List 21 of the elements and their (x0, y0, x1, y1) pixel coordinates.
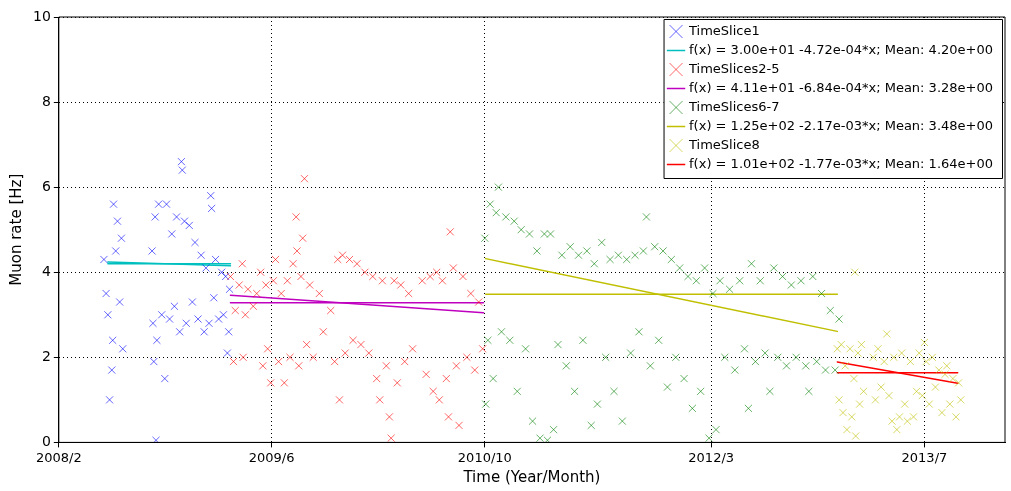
x-tick-label: 2013/7 (901, 449, 948, 465)
y-tick-label: 10 (32, 7, 51, 24)
x-axis-title: Time (Year/Month) (462, 467, 601, 486)
y-tick-label: 0 (41, 433, 51, 450)
x-tick-label: 2012/3 (688, 449, 735, 465)
y-tick-label: 4 (41, 262, 51, 279)
y-tick-label: 6 (41, 177, 51, 194)
legend-label: TimeSlices2-5 (688, 60, 780, 76)
x-tick-label: 2008/2 (35, 449, 82, 465)
x-tick-label: 2009/6 (248, 449, 295, 465)
legend-label: TimeSlice8 (688, 136, 760, 152)
y-tick-label: 8 (41, 92, 51, 109)
legend-label: f(x) = 1.01e+02 -1.77e-03*x; Mean: 1.64e+00 (689, 155, 993, 171)
legend-label: f(x) = 1.25e+02 -2.17e-03*x; Mean: 3.48e+00 (689, 117, 993, 133)
legend-label: f(x) = 3.00e+01 -4.72e-04*x; Mean: 4.20e+00 (689, 41, 993, 57)
y-axis-title: Muon rate [Hz] (6, 173, 25, 286)
legend-label: TimeSlices6-7 (688, 98, 780, 114)
y-tick-label: 2 (41, 347, 51, 364)
legend-label: f(x) = 4.11e+01 -6.84e-04*x; Mean: 3.28e+00 (689, 79, 993, 95)
legend-label: TimeSlice1 (688, 22, 760, 38)
x-tick-label: 2010/10 (457, 449, 512, 465)
